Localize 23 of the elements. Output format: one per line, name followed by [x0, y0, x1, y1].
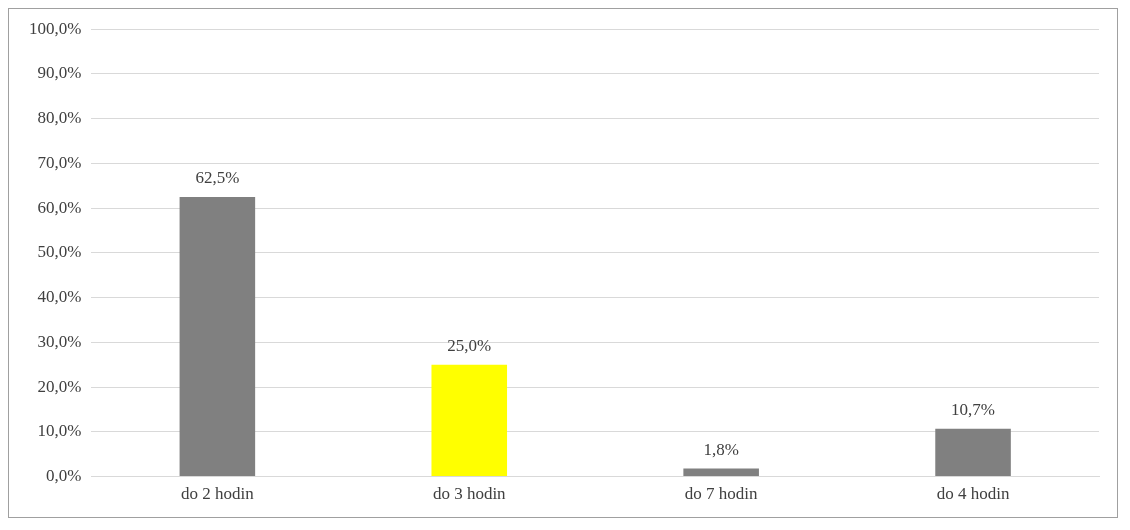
y-tick-label: 0,0% [45, 466, 82, 486]
y-tick-label: 90,0% [37, 63, 82, 83]
y-tick-label: 20,0% [37, 376, 82, 396]
y-tick-label: 30,0% [37, 331, 82, 351]
y-tick-label: 50,0% [37, 242, 82, 262]
data-label: 1,8% [703, 439, 739, 459]
bar [683, 468, 759, 477]
bar [179, 196, 256, 477]
x-tick-label: do 7 hodin [684, 484, 759, 504]
data-label: 62,5% [195, 167, 240, 187]
x-tick-label: do 4 hodin [936, 484, 1010, 504]
bar [935, 428, 1011, 477]
data-label: 25,0% [447, 335, 492, 355]
y-tick-label: 70,0% [37, 152, 82, 172]
y-tick-label: 100,0% [28, 18, 82, 38]
y-tick-label: 80,0% [37, 108, 82, 128]
y-tick-label: 10,0% [37, 421, 82, 441]
y-tick-label: 60,0% [37, 197, 82, 217]
y-tick-label: 40,0% [37, 287, 82, 307]
x-tick-label: do 3 hodin [432, 484, 507, 504]
x-tick-label: do 2 hodin [180, 484, 255, 504]
data-label: 10,7% [951, 399, 996, 419]
bar [431, 364, 508, 477]
